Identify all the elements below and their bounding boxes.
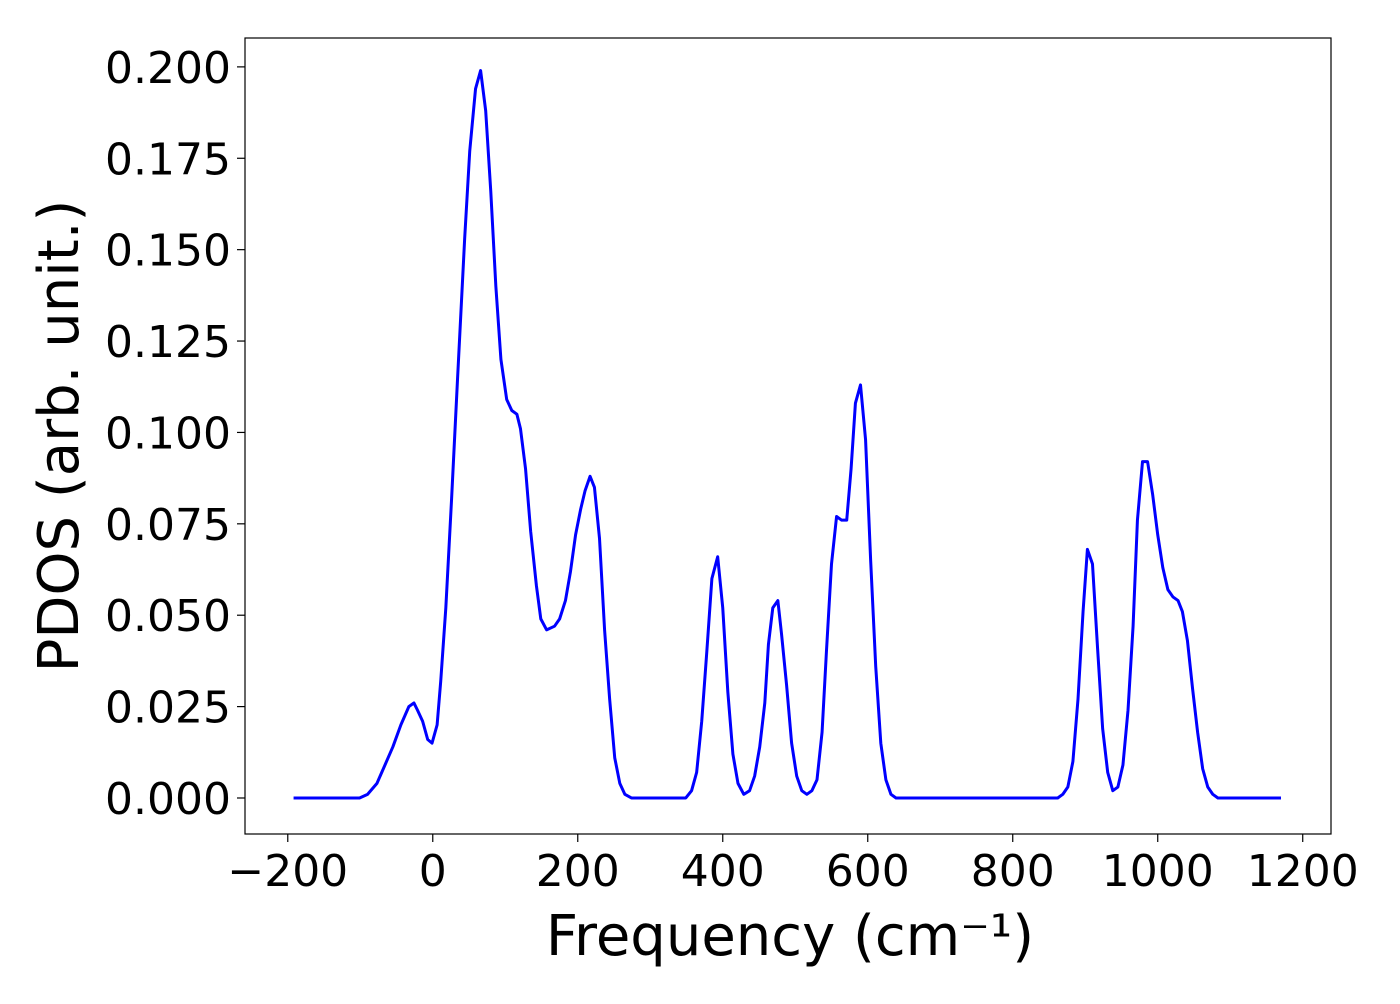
y-tick-label: 0.125: [105, 317, 231, 368]
x-tick-label: 800: [971, 846, 1055, 897]
y-tick-label: 0.000: [105, 774, 231, 825]
y-tick-label: 0.200: [105, 43, 231, 94]
y-axis-label: PDOS (arb. unit.): [27, 200, 92, 673]
y-tick-label: 0.075: [105, 500, 231, 551]
x-tick-label: 1200: [1247, 846, 1359, 897]
x-tick-label: 200: [536, 846, 620, 897]
x-tick-label: 1000: [1102, 846, 1214, 897]
plot-frame: [244, 37, 1332, 835]
data-line: [293, 69, 1281, 800]
x-tick-label: −200: [227, 846, 348, 897]
y-tick-label: 0.150: [105, 226, 231, 277]
y-tick-label: 0.100: [105, 408, 231, 459]
x-tick-label: 0: [419, 846, 447, 897]
x-axis-label: Frequency (cm⁻¹): [546, 904, 1034, 969]
y-tick-label: 0.050: [105, 591, 231, 642]
x-tick-label: 600: [826, 846, 910, 897]
y-tick-label: 0.175: [105, 134, 231, 185]
x-tick-label: 400: [681, 846, 765, 897]
y-tick-label: 0.025: [105, 683, 231, 734]
